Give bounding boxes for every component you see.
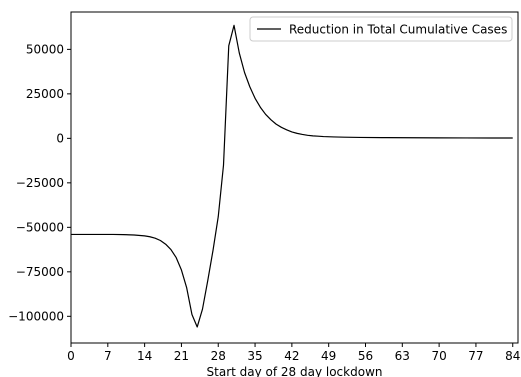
y-tick-label: −50000 (16, 221, 64, 235)
y-axis-ticks: −100000 −75000 −50000 −25000 0 25000 50000 (8, 43, 71, 324)
x-tick-label: 49 (321, 349, 336, 363)
y-tick-label: 0 (56, 132, 64, 146)
y-tick-label: 50000 (26, 43, 64, 57)
x-tick-label: 63 (395, 349, 410, 363)
x-tick-label: 28 (211, 349, 226, 363)
legend-box (249, 16, 513, 42)
x-tick-label: 42 (284, 349, 299, 363)
plot-frame (70, 11, 519, 344)
x-axis-label: Start day of 28 day lockdown (207, 365, 383, 377)
plot-area (71, 12, 518, 343)
x-tick-label: 56 (358, 349, 373, 363)
legend-label: Reduction in Total Cumulative Cases (289, 23, 507, 37)
x-tick-label: 70 (431, 349, 446, 363)
series-line-0 (71, 24, 513, 328)
x-tick-label: 21 (174, 349, 189, 363)
x-tick-label: 14 (137, 349, 152, 363)
x-tick-label: 84 (505, 349, 520, 363)
x-tick-label: 7 (104, 349, 112, 363)
x-tick-label: 35 (247, 349, 262, 363)
x-axis-ticks: 0 7 14 21 28 35 42 49 56 63 70 77 84 (67, 343, 520, 363)
series-group (71, 24, 513, 328)
y-tick-label: −75000 (16, 265, 64, 279)
legend: Reduction in Total Cumulative Cases (249, 16, 513, 42)
x-tick-label: 0 (67, 349, 75, 363)
y-tick-label: −100000 (8, 310, 64, 324)
y-tick-label: 25000 (26, 87, 64, 101)
y-tick-label: −25000 (16, 176, 64, 190)
x-tick-label: 77 (468, 349, 483, 363)
